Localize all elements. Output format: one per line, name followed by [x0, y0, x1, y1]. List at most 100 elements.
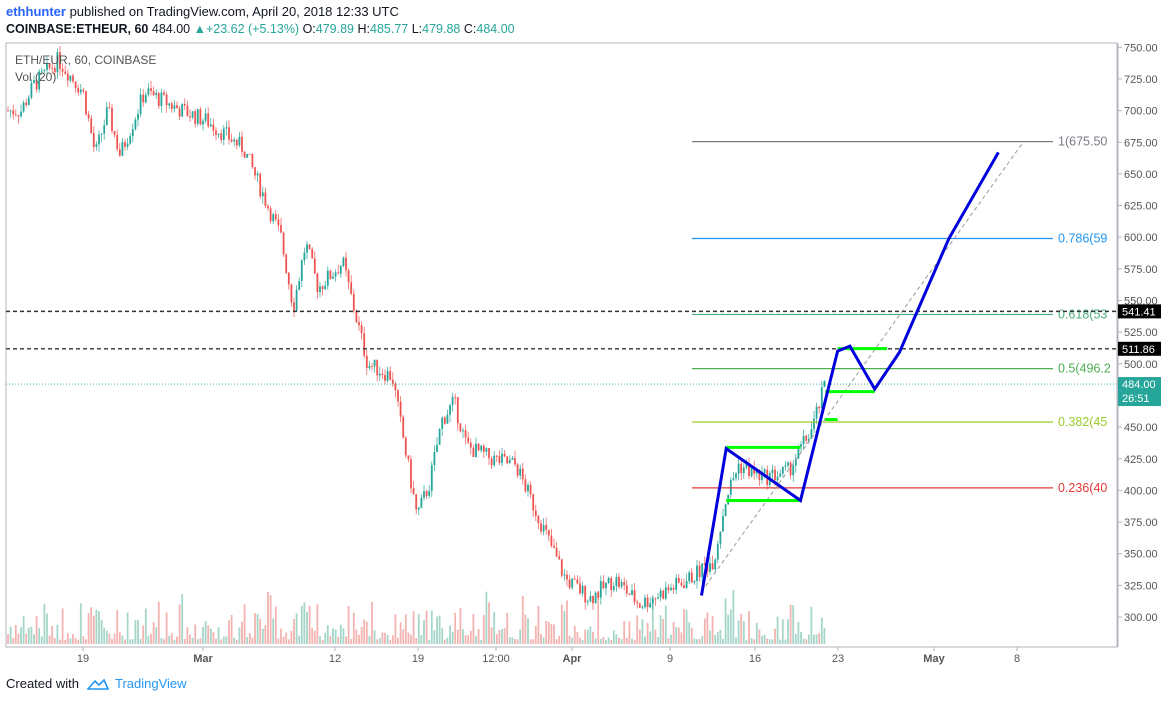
candle-body: [586, 601, 589, 603]
volume-bar: [363, 619, 366, 644]
volume-bar: [69, 638, 72, 644]
candle-body: [488, 448, 490, 459]
drawing-tools[interactable]: [700, 141, 1024, 596]
volume-bar: [243, 604, 246, 644]
candle-body: [397, 390, 399, 402]
candle-body: [163, 92, 165, 95]
candle-body: [823, 380, 826, 388]
volume-bar: [144, 608, 147, 644]
candle-body: [280, 225, 282, 233]
volume-bar: [581, 639, 584, 644]
candle-body: [800, 444, 802, 447]
candle-body: [25, 102, 28, 106]
candle-body: [638, 603, 641, 608]
candle-body: [267, 205, 269, 209]
volume-bar: [40, 636, 43, 644]
volume-bar: [750, 637, 753, 644]
candle-body: [7, 110, 9, 112]
volume-bar: [568, 635, 571, 644]
volume-bar: [186, 627, 189, 644]
volume-bar: [56, 624, 59, 644]
volume-bar: [272, 618, 275, 644]
volume-bar: [800, 631, 802, 644]
volume-bar: [709, 630, 711, 644]
volume-bar: [92, 615, 95, 644]
volume-bar: [87, 613, 90, 644]
candle-body: [428, 490, 431, 496]
candle-body: [46, 63, 48, 70]
volume-bar: [306, 611, 308, 644]
price-axis[interactable]: 750.00 725.00 700.00 675.00 650.00 625.00 600.…: [1117, 42, 1161, 647]
volume-bar: [228, 620, 230, 644]
candle-body: [355, 310, 358, 323]
volume-bar: [690, 627, 693, 644]
volume-bar: [269, 595, 272, 644]
volume-bar: [189, 634, 191, 644]
candle-body: [173, 105, 176, 109]
candle-body: [576, 579, 579, 584]
tradingview-link[interactable]: TradingView: [86, 676, 187, 691]
candle-body: [748, 464, 750, 477]
volume-bar: [748, 611, 750, 644]
tradingview-logo-icon: [86, 678, 109, 690]
volume-bar: [813, 634, 815, 644]
price-chart[interactable]: 1(675.50 0.786(59 0.618(53 0.5(496.2 0.382(4…: [0, 40, 1169, 668]
horizontal-lines[interactable]: [6, 310, 1118, 385]
volume-bar: [61, 608, 64, 644]
volume-bar: [46, 613, 48, 644]
volume-bar: [605, 639, 607, 644]
volume-bar: [729, 609, 732, 644]
candle-body: [779, 473, 782, 477]
candle-body: [82, 89, 85, 92]
volume-bar: [787, 619, 789, 644]
candle-body: [35, 80, 38, 90]
username-link[interactable]: ethhunter: [6, 4, 66, 19]
candle-body: [386, 370, 389, 381]
candle-body: [571, 578, 574, 588]
candle-body: [560, 559, 563, 576]
candle-body: [758, 469, 761, 481]
candle-body: [264, 192, 267, 206]
volume-bar: [298, 635, 301, 644]
time-axis[interactable]: 19 Mar 12 19 12:00 Apr 9 16 23 May 8: [6, 646, 1118, 665]
candle-body: [90, 118, 93, 134]
price-tick-label: 375.00: [1124, 517, 1158, 529]
volume-bar: [350, 638, 353, 644]
volume-bar: [776, 616, 779, 644]
volume-bar: [412, 611, 415, 644]
candle-body: [30, 82, 33, 98]
candle-body: [399, 401, 402, 417]
candle-body: [111, 107, 113, 132]
candle-body: [155, 93, 158, 96]
volume-bar: [742, 621, 745, 644]
candle-body: [254, 167, 256, 176]
candle-body: [196, 109, 199, 124]
volume-bar: [238, 627, 241, 644]
candle-body: [701, 563, 704, 578]
volume-bar: [774, 628, 776, 644]
candle-body: [345, 257, 347, 271]
candle-body: [72, 75, 74, 82]
candle-body: [693, 581, 696, 583]
candle-body: [358, 322, 360, 326]
volume-bar: [462, 629, 464, 644]
candle-body: [815, 406, 818, 419]
candle-body: [139, 94, 142, 114]
volume-bar: [139, 639, 142, 644]
candle-body: [690, 572, 693, 583]
volume-bar: [316, 604, 319, 644]
volume-bar: [464, 635, 467, 644]
volume-bar: [511, 637, 514, 644]
volume-bar: [365, 621, 368, 644]
volume-bar: [638, 629, 641, 644]
volume-bar: [324, 632, 327, 644]
volume-bar: [498, 630, 501, 644]
volume-bar: [722, 638, 724, 644]
candle-body: [347, 270, 350, 283]
volume-bar: [74, 638, 77, 644]
volume-bar: [540, 633, 542, 644]
volume-bar: [820, 617, 823, 644]
projection-path[interactable]: [700, 151, 1000, 596]
price-tick-label: 425.00: [1124, 454, 1158, 466]
candle-body: [542, 525, 545, 532]
